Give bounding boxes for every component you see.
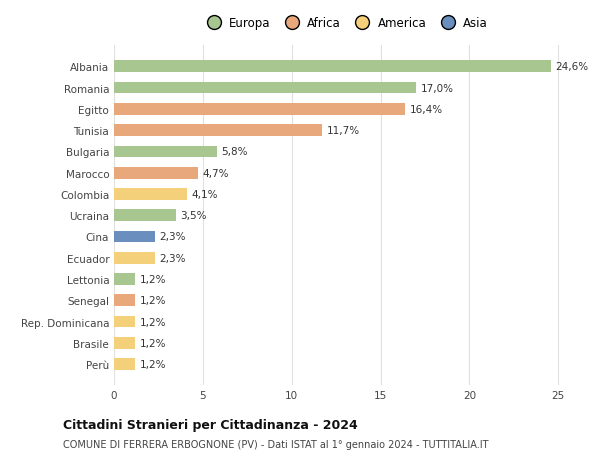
Bar [114, 274, 136, 285]
Text: 1,2%: 1,2% [140, 317, 166, 327]
Text: 2,3%: 2,3% [160, 253, 186, 263]
Text: 4,7%: 4,7% [202, 168, 229, 178]
Text: 4,1%: 4,1% [191, 190, 218, 200]
Text: COMUNE DI FERRERA ERBOGNONE (PV) - Dati ISTAT al 1° gennaio 2024 - TUTTITALIA.IT: COMUNE DI FERRERA ERBOGNONE (PV) - Dati … [63, 440, 488, 449]
Bar [114, 210, 176, 222]
Text: 1,2%: 1,2% [140, 274, 166, 285]
Bar [114, 62, 551, 73]
Bar [114, 358, 136, 370]
Text: 11,7%: 11,7% [326, 126, 359, 136]
Bar [114, 252, 155, 264]
Bar [114, 295, 136, 307]
Text: 5,8%: 5,8% [221, 147, 248, 157]
Text: 17,0%: 17,0% [421, 84, 454, 93]
Text: 24,6%: 24,6% [556, 62, 589, 72]
Bar [114, 316, 136, 328]
Bar [114, 337, 136, 349]
Bar [114, 231, 155, 243]
Text: Cittadini Stranieri per Cittadinanza - 2024: Cittadini Stranieri per Cittadinanza - 2… [63, 418, 358, 431]
Text: 1,2%: 1,2% [140, 296, 166, 306]
Text: 2,3%: 2,3% [160, 232, 186, 242]
Bar [114, 146, 217, 158]
Bar [114, 189, 187, 200]
Bar [114, 125, 322, 137]
Bar [114, 83, 416, 94]
Legend: Europa, Africa, America, Asia: Europa, Africa, America, Asia [200, 14, 490, 32]
Text: 3,5%: 3,5% [181, 211, 207, 221]
Text: 1,2%: 1,2% [140, 338, 166, 348]
Text: 1,2%: 1,2% [140, 359, 166, 369]
Bar [114, 168, 197, 179]
Text: 16,4%: 16,4% [410, 105, 443, 115]
Bar [114, 104, 406, 116]
